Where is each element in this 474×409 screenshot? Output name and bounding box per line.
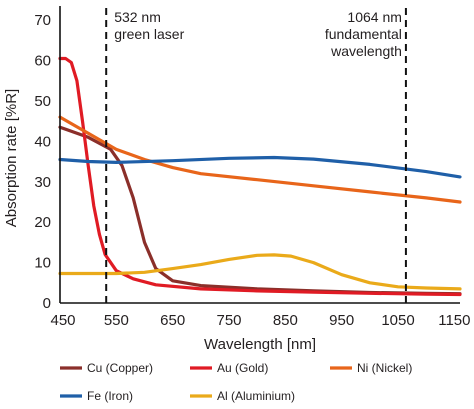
y-tick-label: 40 <box>34 133 51 150</box>
x-tick-label: 450 <box>50 312 75 329</box>
series-lines <box>58 56 462 297</box>
legend: Cu (Copper) Au (Gold) Ni (Nickel) Fe (Iron)… <box>60 361 412 403</box>
legend-label-4: Al (Aluminium) <box>217 389 295 403</box>
series-line-1 <box>58 56 462 297</box>
y-tick-label: 60 <box>34 53 51 70</box>
x-tick-label: 950 <box>329 312 354 329</box>
x-tick-label: 1050 <box>381 312 414 329</box>
y-axis-title: Absorption rate [%R] <box>3 89 20 227</box>
y-tick-label: 20 <box>34 214 51 231</box>
x-axis-title: Wavelength [nm] <box>204 336 316 353</box>
legend-label-0: Cu (Copper) <box>87 361 153 375</box>
annotation-0-line-0: 532 nm <box>114 9 161 25</box>
annotation-0-line-1: green laser <box>114 26 184 42</box>
legend-label-1: Au (Gold) <box>217 361 268 375</box>
x-tick-label: 550 <box>104 312 129 329</box>
tick-labels: 450 550 650 750 850 950 1050 1150 0 10 20 30 40 50 60 7… <box>34 12 470 329</box>
y-tick-label: 30 <box>34 174 51 191</box>
x-tick-label: 850 <box>273 312 298 329</box>
annotation-1-line-0: 1064 nm <box>347 9 401 25</box>
series-line-3 <box>58 155 462 179</box>
legend-label-2: Ni (Nickel) <box>357 361 412 375</box>
axes <box>59 6 460 304</box>
y-tick-label: 0 <box>43 295 51 312</box>
x-tick-label: 650 <box>160 312 185 329</box>
x-tick-label: 750 <box>216 312 241 329</box>
y-tick-label: 10 <box>34 255 51 272</box>
series-line-2 <box>58 115 462 204</box>
y-tick-label: 70 <box>34 12 51 29</box>
annotation-1-line-1: fundamental <box>325 26 402 42</box>
legend-label-3: Fe (Iron) <box>87 389 133 403</box>
series-line-4 <box>58 253 462 291</box>
y-tick-label: 50 <box>34 93 51 110</box>
annotation-1-line-2: wavelength <box>330 43 402 59</box>
x-tick-label: 1150 <box>438 312 470 329</box>
